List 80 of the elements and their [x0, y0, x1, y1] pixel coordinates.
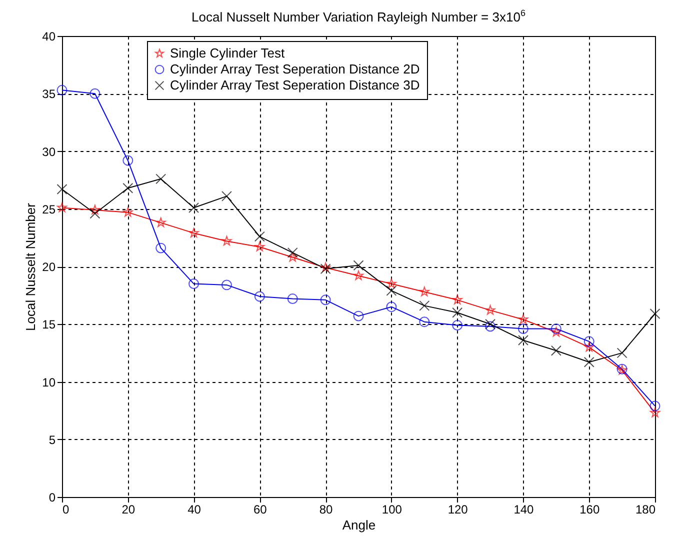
point	[353, 310, 364, 322]
point	[90, 204, 100, 214]
x-tick-label: 140	[514, 502, 534, 516]
y-tick-label: 35	[42, 87, 56, 102]
x-tick-label: 100	[382, 502, 402, 516]
point	[518, 335, 528, 346]
y-axis-title: Local Nusselt Number	[23, 202, 38, 331]
point	[419, 316, 430, 328]
legend-label: Cylinder Array Test Seperation Distance 3D	[170, 78, 420, 92]
point	[156, 174, 166, 184]
point	[320, 294, 331, 306]
point	[287, 294, 298, 304]
y-tick-label: 25	[42, 202, 56, 216]
point	[485, 321, 496, 332]
x-tick-label: 180	[635, 502, 656, 516]
point	[56, 84, 68, 96]
point	[288, 252, 298, 262]
point	[188, 278, 200, 290]
point	[584, 356, 594, 368]
x-tick-label: 160	[580, 502, 600, 516]
point	[254, 242, 265, 252]
point	[386, 302, 397, 312]
point	[56, 184, 68, 195]
point	[254, 231, 265, 242]
point	[122, 155, 134, 166]
y-tick-label: 5	[48, 432, 56, 447]
point	[90, 88, 100, 99]
point	[156, 242, 166, 254]
x-tick-label: 60	[253, 502, 268, 516]
legend-label: Cylinder Array Test Seperation Distance 2D	[170, 62, 420, 76]
point	[419, 286, 430, 296]
point	[452, 294, 462, 304]
point	[122, 207, 133, 217]
point	[650, 400, 660, 412]
point	[550, 324, 562, 334]
y-tick-label: 30	[42, 144, 56, 159]
y-tick-label: 20	[42, 260, 56, 274]
point	[518, 314, 528, 324]
point	[122, 182, 134, 194]
point	[222, 236, 232, 246]
chart-title: Local Nusselt Number Variation Rayleigh Number = 3x10$^{6}$	[190, 8, 526, 24]
point	[419, 300, 430, 311]
y-tick-label: 15	[42, 318, 56, 332]
point	[90, 208, 100, 219]
x-tick-label: 80	[319, 502, 334, 516]
point	[650, 308, 660, 319]
point	[156, 217, 166, 228]
point	[320, 262, 331, 272]
legend-label: Single Cylinder Test	[170, 46, 286, 60]
point	[485, 318, 496, 330]
point	[485, 305, 496, 315]
x-tick-label: 120	[448, 502, 468, 516]
point	[616, 348, 628, 358]
y-tick-label: 40	[42, 30, 56, 44]
point	[452, 307, 463, 318]
point	[188, 202, 200, 213]
point	[56, 202, 68, 212]
point	[550, 345, 562, 356]
point	[188, 228, 199, 238]
x-axis-title: Angle	[342, 518, 376, 532]
point	[452, 320, 463, 331]
x-tick-label: 0	[62, 502, 70, 516]
x-tick-label: 40	[188, 502, 202, 516]
point	[551, 326, 562, 337]
point	[287, 247, 298, 258]
point	[353, 270, 364, 280]
x-tick-label: 20	[122, 502, 136, 516]
y-tick-label: 10	[42, 375, 56, 390]
point	[584, 336, 594, 347]
y-tick-label: 0	[48, 490, 56, 504]
point	[584, 342, 594, 352]
point	[650, 408, 660, 418]
point	[221, 190, 232, 202]
point	[386, 285, 397, 296]
point	[221, 280, 232, 290]
point	[386, 278, 396, 288]
point	[254, 291, 265, 302]
point	[353, 260, 364, 271]
point	[518, 324, 528, 334]
point	[320, 264, 331, 274]
